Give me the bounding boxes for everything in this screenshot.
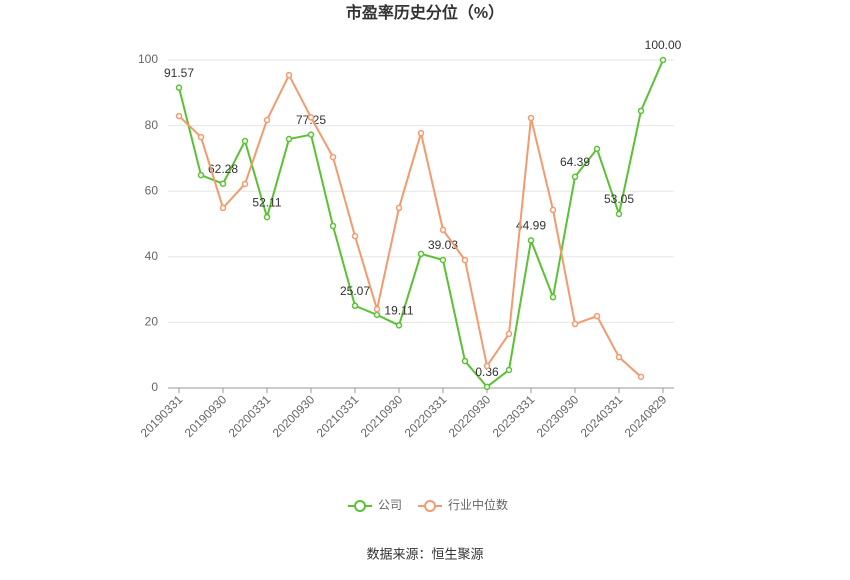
data-point xyxy=(351,302,359,310)
data-point xyxy=(615,353,623,361)
data-point xyxy=(439,226,447,234)
data-point xyxy=(615,210,623,218)
data-point xyxy=(593,145,601,153)
data-label: 53.05 xyxy=(604,192,634,206)
data-label: 100.00 xyxy=(645,38,682,52)
x-tick-label: 20230331 xyxy=(490,392,538,440)
y-tick-label: 40 xyxy=(145,249,159,263)
data-point xyxy=(461,357,469,365)
data-point xyxy=(175,112,183,120)
data-point xyxy=(637,373,645,381)
data-point xyxy=(527,114,535,122)
x-tick-label: 20190930 xyxy=(182,392,230,440)
data-label: 64.39 xyxy=(560,155,590,169)
data-label: 52.11 xyxy=(252,195,281,209)
data-point xyxy=(571,320,579,328)
data-point xyxy=(241,180,249,188)
data-point xyxy=(329,153,337,161)
data-point xyxy=(527,237,535,244)
legend-label: 公司 xyxy=(378,498,402,512)
data-point xyxy=(373,311,381,319)
data-point xyxy=(505,366,513,374)
data-point xyxy=(285,71,293,79)
data-point xyxy=(241,137,249,145)
data-point xyxy=(417,129,425,137)
data-point xyxy=(307,131,315,138)
data-point xyxy=(549,206,557,214)
data-label: 19.11 xyxy=(384,303,413,317)
data-point xyxy=(395,204,403,212)
data-label: 25.07 xyxy=(340,284,370,298)
series-line xyxy=(178,59,664,389)
data-point xyxy=(571,173,579,181)
data-point xyxy=(263,116,271,124)
data-point xyxy=(505,330,513,338)
y-tick-label: 80 xyxy=(145,118,159,132)
data-point xyxy=(549,293,557,301)
legend-marker xyxy=(354,500,366,512)
data-point xyxy=(351,232,359,240)
data-point xyxy=(483,383,491,391)
y-tick-label: 60 xyxy=(145,183,159,197)
x-tick-label: 20240829 xyxy=(622,392,670,440)
data-label: 62.28 xyxy=(208,162,238,176)
source: 数据来源：恒生聚源 xyxy=(366,546,483,561)
data-label: 0.36 xyxy=(475,365,499,379)
x-tick-label: 20190331 xyxy=(138,392,186,440)
data-point xyxy=(285,135,293,143)
data-point xyxy=(197,171,205,179)
data-point xyxy=(637,107,645,115)
chart-title: 市盈率历史分位（%） xyxy=(346,3,504,22)
data-label: 44.99 xyxy=(516,219,546,233)
y-tick-label: 20 xyxy=(145,315,159,329)
x-tick-label: 20240331 xyxy=(578,392,626,440)
data-point xyxy=(373,306,381,313)
data-point xyxy=(593,312,601,320)
x-tick-label: 20210331 xyxy=(314,392,362,440)
data-point xyxy=(461,256,469,264)
data-point xyxy=(417,250,425,258)
data-point xyxy=(395,322,403,329)
data-point xyxy=(175,84,183,91)
x-tick-label: 20210930 xyxy=(358,392,406,440)
y-tick-label: 100 xyxy=(138,52,158,66)
data-point xyxy=(659,56,667,64)
x-tick-label: 20220930 xyxy=(446,392,494,440)
x-tick-label: 20200331 xyxy=(226,392,274,440)
data-point xyxy=(329,222,337,230)
x-tick-label: 20230930 xyxy=(534,392,582,440)
data-point xyxy=(219,204,227,212)
data-point xyxy=(483,362,491,370)
legend-marker xyxy=(424,500,436,512)
data-point xyxy=(197,133,205,141)
x-tick-label: 20220331 xyxy=(402,392,450,440)
x-tick-label: 20200930 xyxy=(270,392,318,440)
legend-label: 行业中位数 xyxy=(448,497,508,512)
data-point xyxy=(439,256,447,264)
series-line xyxy=(178,72,642,378)
data-point xyxy=(219,180,227,187)
data-point xyxy=(263,213,271,221)
y-tick-label: 0 xyxy=(151,380,158,394)
data-point xyxy=(307,114,315,121)
data-label: 91.57 xyxy=(164,66,194,80)
